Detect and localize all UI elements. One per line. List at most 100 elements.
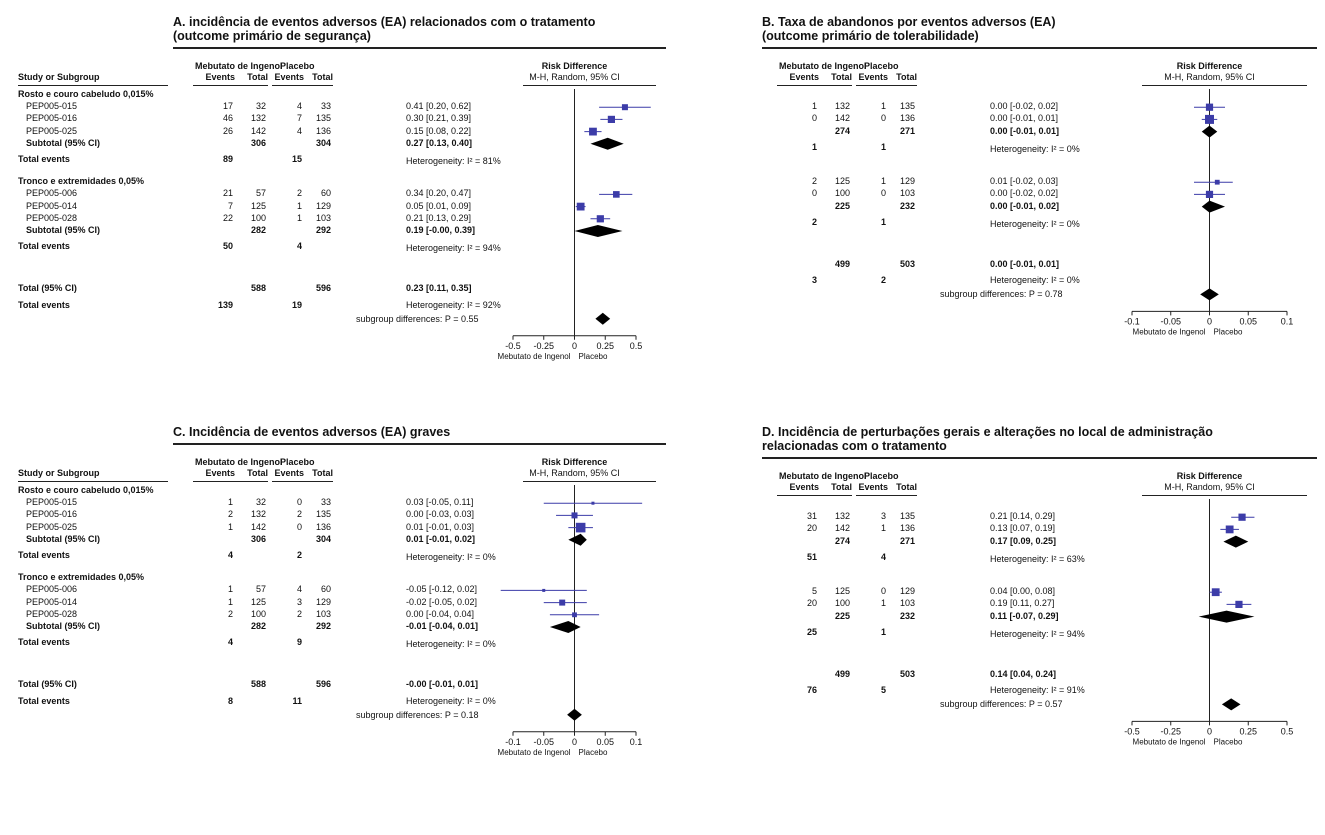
total-arm2: 103 — [315, 608, 331, 619]
heterogeneity: Heterogeneity: I² = 94% — [990, 628, 1085, 639]
events-arm2: 2 — [296, 608, 302, 619]
total-arm2: 135 — [899, 511, 915, 522]
total-arm2: 135 — [315, 509, 331, 520]
risk-difference-ci: 0.01 [-0.01, 0.03] — [406, 521, 475, 532]
events-arm1: 26 — [222, 125, 233, 136]
subtotal-n1: 306 — [250, 137, 266, 148]
subgroup-differences: subgroup differences: P = 0.55 — [356, 313, 479, 324]
pooled-diamond — [595, 312, 611, 325]
events-arm2-total: 1 — [880, 216, 886, 227]
x-tick-label: -0.05 — [1160, 316, 1181, 326]
point-estimate — [1205, 103, 1214, 111]
point-estimate — [572, 612, 577, 618]
subgroup-label: Rosto e couro cabeludo 0,015% — [18, 485, 154, 495]
header-rule — [193, 481, 268, 482]
total-header: Total — [896, 482, 917, 492]
point-estimate — [571, 512, 578, 519]
total-header: Total — [247, 468, 268, 478]
point-estimate — [621, 104, 628, 111]
x-tick-label: 0.25 — [596, 341, 614, 351]
total-label: Total (95% CI) — [18, 283, 77, 294]
subtotal-ci: -0.01 [-0.04, 0.01] — [406, 621, 479, 631]
total-header: Total — [896, 72, 917, 82]
total-arm2: 33 — [320, 101, 331, 112]
risk-difference-ci: 0.03 [-0.05, 0.11] — [406, 497, 474, 508]
events-header: Events — [789, 482, 819, 492]
events-arm1-total: 2 — [811, 216, 817, 227]
x-tick-label: -0.5 — [505, 341, 521, 351]
method-header: M-H, Random, 95% CI — [1164, 482, 1255, 492]
total-arm2: 33 — [320, 497, 331, 508]
forest-plot-d: D. Incidência de perturbações gerais e a… — [762, 420, 1317, 830]
subtotal-label: Subtotal (95% CI) — [26, 225, 101, 235]
x-tick-label: 0.1 — [1281, 316, 1294, 326]
heterogeneity: Heterogeneity: I² = 0% — [406, 552, 496, 562]
point-estimate — [1235, 600, 1243, 608]
arm2-header: Placebo — [864, 471, 899, 481]
x-tick-label: -0.1 — [505, 737, 521, 747]
events-arm1-total: 89 — [222, 154, 233, 164]
favours-left-label: Mebutato de Ingenol — [498, 352, 571, 361]
point-estimate — [559, 599, 566, 606]
favours-right-label: Placebo — [1214, 737, 1243, 746]
heterogeneity: Heterogeneity: I² = 81% — [406, 156, 501, 166]
events-arm2: 0 — [880, 188, 886, 199]
point-estimate — [591, 501, 595, 505]
events-arm1: 0 — [811, 188, 817, 199]
heterogeneity: Heterogeneity: I² = 0% — [990, 218, 1080, 229]
total-arm1: 100 — [250, 608, 266, 619]
header-rule — [856, 495, 917, 496]
study-header: Study or Subgroup — [18, 468, 100, 478]
total-arm2: 136 — [315, 125, 331, 136]
title-rule — [762, 47, 1317, 49]
header-rule — [523, 85, 656, 86]
pooled-diamond — [1200, 288, 1219, 301]
total-events-arm2: 2 — [880, 275, 886, 286]
subtotal-n2: 232 — [899, 610, 915, 621]
favours-left-label: Mebutato de Ingenol — [1133, 737, 1206, 746]
favours-right-label: Placebo — [579, 352, 608, 361]
total-arm2: 103 — [899, 188, 915, 199]
total-arm2: 60 — [320, 584, 331, 595]
subtotal-label: Subtotal (95% CI) — [26, 533, 101, 544]
heterogeneity: Heterogeneity: I² = 0% — [990, 143, 1080, 154]
chart-title-line: relacionadas com o tratamento — [762, 439, 947, 453]
events-arm1: 21 — [222, 188, 233, 199]
point-estimate — [1225, 525, 1234, 534]
total-arm1: 142 — [250, 521, 266, 532]
total-arm1: 125 — [834, 176, 850, 187]
x-tick-label: 0.05 — [596, 737, 614, 747]
pooled-diamond — [1198, 610, 1255, 623]
x-tick-label: 0 — [572, 737, 577, 747]
subtotal-n2: 292 — [315, 621, 331, 631]
total-arm1: 142 — [250, 125, 266, 136]
risk-difference-ci: 0.05 [0.01, 0.09] — [406, 200, 472, 211]
events-arm2: 1 — [880, 598, 886, 609]
method-header: M-H, Random, 95% CI — [1164, 72, 1255, 82]
study-name: PEP005-015 — [26, 101, 78, 112]
events-arm2-total: 1 — [880, 141, 886, 152]
total-n2: 596 — [315, 283, 331, 294]
events-arm2: 1 — [296, 212, 302, 223]
total-arm1: 132 — [834, 101, 850, 112]
point-estimate — [575, 522, 586, 533]
subgroup-differences: subgroup differences: P = 0.57 — [940, 699, 1063, 710]
subgroup-label: Rosto e couro cabeludo 0,015% — [18, 89, 154, 99]
events-arm2: 2 — [296, 509, 302, 520]
total-arm2: 135 — [315, 113, 331, 124]
total-n1: 588 — [250, 283, 266, 294]
total-arm1: 132 — [250, 113, 266, 124]
subtotal-ci: 0.01 [-0.01, 0.02] — [406, 533, 476, 544]
subtotal-n1: 282 — [250, 225, 266, 235]
header-rule — [1142, 495, 1307, 496]
risk-difference-ci: 0.00 [-0.04, 0.04] — [406, 608, 475, 619]
events-arm1: 5 — [811, 586, 817, 597]
total-arm2: 129 — [899, 176, 915, 187]
subgroup-label: Tronco e extremidades 0,05% — [18, 176, 145, 187]
total-label: Total (95% CI) — [18, 679, 77, 690]
total-header: Total — [247, 72, 268, 82]
total-heterogeneity: Heterogeneity: I² = 0% — [990, 275, 1080, 286]
point-estimate — [1205, 114, 1214, 124]
risk-difference-ci: -0.05 [-0.12, 0.02] — [406, 584, 478, 595]
x-tick-label: 0.5 — [630, 341, 643, 351]
